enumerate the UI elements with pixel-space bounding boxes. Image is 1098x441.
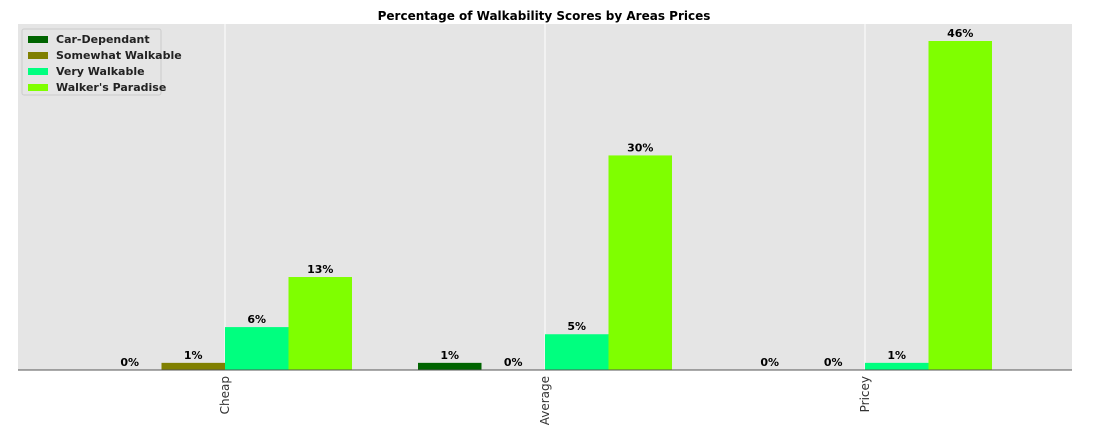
legend-label-somewhat-walkable: Somewhat Walkable (56, 49, 182, 62)
bar-walker-s-paradise-pricey (928, 41, 992, 370)
data-label-walker-s-paradise-pricey: 46% (947, 27, 973, 40)
data-label-car-dependant-cheap: 0% (120, 356, 139, 369)
data-label-car-dependant-pricey: 0% (760, 356, 779, 369)
legend: Car-Dependant Somewhat Walkable Very Walka… (21, 28, 182, 96)
x-tick-label-pricey: Pricey (858, 376, 872, 412)
data-label-very-walkable-pricey: 1% (887, 349, 906, 362)
data-label-car-dependant-average: 1% (440, 349, 459, 362)
legend-box (21, 28, 162, 96)
legend-label-car-dependant: Car-Dependant (56, 33, 150, 46)
gridlines (224, 24, 866, 370)
bar-very-walkable-average (545, 334, 609, 370)
bar-walker-s-paradise-average (608, 155, 672, 370)
legend-swatch-car-dependant (28, 36, 48, 43)
bar-very-walkable-cheap (225, 327, 289, 370)
bars (161, 41, 992, 370)
data-label-walker-s-paradise-average: 30% (627, 141, 653, 154)
x-tick-label-average: Average (538, 376, 552, 425)
x-tick-label-cheap: Cheap (218, 376, 232, 414)
legend-swatch-very-walkable (28, 68, 48, 75)
bar-very-walkable-pricey (865, 362, 929, 370)
legend-label-walker-s-paradise: Walker's Paradise (56, 81, 166, 94)
data-label-somewhat-walkable-average: 0% (504, 356, 523, 369)
legend-swatch-somewhat-walkable (28, 52, 48, 59)
legend-label-very-walkable: Very Walkable (56, 65, 145, 78)
bar-somewhat-walkable-cheap (161, 362, 225, 370)
bar-walker-s-paradise-cheap (288, 277, 352, 370)
data-label-somewhat-walkable-pricey: 0% (824, 356, 843, 369)
x-axis-ticks: Cheap Average Pricey (218, 376, 872, 425)
data-label-somewhat-walkable-cheap: 1% (184, 349, 203, 362)
chart-title: Percentage of Walkability Scores by Area… (378, 9, 711, 23)
data-label-very-walkable-average: 5% (567, 320, 586, 333)
data-label-walker-s-paradise-cheap: 13% (307, 263, 333, 276)
bar-car-dependant-average (418, 362, 482, 370)
data-label-very-walkable-cheap: 6% (247, 313, 266, 326)
legend-swatch-walker-s-paradise (28, 84, 48, 91)
data-labels: 0% 1% 0% 1% 0% 0% 6% 5% 1% 13% 30% 46% (120, 27, 973, 369)
